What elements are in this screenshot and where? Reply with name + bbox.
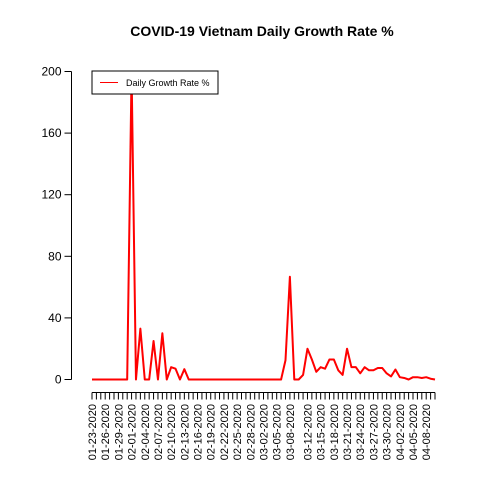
x-tick-label: 02-04-2020 [140, 404, 152, 460]
chart-title: COVID-19 Vietnam Daily Growth Rate % [130, 23, 394, 39]
axes: 0 40 80 120 160 200 01-23-2020 01-26-2020 01-29-… [41, 65, 436, 460]
y-tick-label: 120 [41, 188, 61, 202]
legend-box [91, 70, 219, 95]
x-tick-label: 02-28-2020 [245, 404, 257, 460]
x-tick-label: 01-29-2020 [113, 404, 125, 460]
x-tick-label: 01-26-2020 [100, 404, 112, 460]
x-tick-label: 03-24-2020 [355, 404, 367, 460]
legend-label: Daily Growth Rate % [126, 78, 210, 88]
x-tick-label: 02-13-2020 [179, 404, 191, 460]
x-tick-label: 03-08-2020 [285, 404, 297, 460]
x-tick-label: 03-30-2020 [382, 404, 394, 460]
x-tick-label: 04-05-2020 [408, 404, 420, 460]
y-tick-label: 40 [48, 311, 62, 325]
x-tick-label: 02-19-2020 [206, 404, 218, 460]
x-tick-label: 03-18-2020 [329, 404, 341, 460]
plot-area [92, 70, 436, 381]
x-tick-label: 02-16-2020 [193, 404, 205, 460]
x-tick-label: 02-01-2020 [127, 404, 139, 460]
y-tick-label: 80 [48, 249, 62, 263]
legend: Daily Growth Rate % [91, 70, 219, 95]
y-tick-label: 200 [41, 65, 61, 79]
x-tick-label: 04-02-2020 [395, 404, 407, 460]
x-tick-label: 03-15-2020 [316, 404, 328, 460]
x-tick-label: 03-12-2020 [302, 404, 314, 460]
x-tick-label: 02-25-2020 [232, 404, 244, 460]
series-line-daily-growth-rate [92, 70, 436, 381]
y-tick-label: 0 [55, 373, 62, 387]
x-tick-label: 01-23-2020 [87, 404, 99, 460]
x-tick-label: 04-08-2020 [421, 404, 433, 460]
x-tick-label: 02-10-2020 [166, 404, 178, 460]
x-tick-label: 03-21-2020 [342, 404, 354, 460]
x-tick-label: 03-27-2020 [368, 404, 380, 460]
y-tick-label: 160 [41, 126, 61, 140]
x-tick-label: 02-22-2020 [219, 404, 231, 460]
x-tick-label: 03-05-2020 [272, 404, 284, 460]
x-tick-label: 02-07-2020 [153, 404, 165, 460]
x-tick-label: 03-02-2020 [259, 404, 271, 460]
